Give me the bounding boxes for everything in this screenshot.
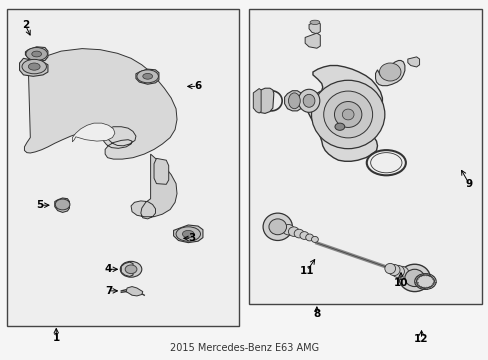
Text: 12: 12 xyxy=(413,334,428,344)
Text: 2: 2 xyxy=(22,20,29,30)
Ellipse shape xyxy=(416,275,433,288)
Polygon shape xyxy=(72,123,115,142)
Bar xyxy=(7,9,238,326)
Polygon shape xyxy=(407,57,419,67)
Polygon shape xyxy=(55,198,69,212)
Ellipse shape xyxy=(398,264,429,292)
Polygon shape xyxy=(154,158,168,184)
Ellipse shape xyxy=(137,70,158,83)
Ellipse shape xyxy=(370,153,401,173)
Polygon shape xyxy=(308,22,320,34)
Ellipse shape xyxy=(298,89,319,112)
Ellipse shape xyxy=(28,63,40,70)
Text: 4: 4 xyxy=(104,264,112,274)
Ellipse shape xyxy=(294,229,304,238)
Ellipse shape xyxy=(32,51,41,57)
Polygon shape xyxy=(253,89,261,113)
Ellipse shape xyxy=(268,219,286,235)
Ellipse shape xyxy=(22,59,46,74)
Ellipse shape xyxy=(342,109,353,120)
Text: 10: 10 xyxy=(393,278,407,288)
Polygon shape xyxy=(24,49,177,159)
Polygon shape xyxy=(375,60,404,86)
Ellipse shape xyxy=(311,237,318,242)
Ellipse shape xyxy=(384,264,395,274)
Ellipse shape xyxy=(120,261,142,277)
Ellipse shape xyxy=(379,63,400,81)
Polygon shape xyxy=(136,69,159,84)
Ellipse shape xyxy=(391,265,404,278)
Ellipse shape xyxy=(394,266,408,279)
Ellipse shape xyxy=(323,91,372,138)
Ellipse shape xyxy=(311,80,384,149)
Ellipse shape xyxy=(404,269,424,287)
Ellipse shape xyxy=(303,94,314,107)
Ellipse shape xyxy=(263,213,292,240)
Polygon shape xyxy=(121,262,133,276)
Polygon shape xyxy=(25,47,48,61)
Text: 5: 5 xyxy=(37,200,43,210)
Polygon shape xyxy=(126,287,142,296)
Ellipse shape xyxy=(55,199,70,210)
Ellipse shape xyxy=(142,73,152,79)
Ellipse shape xyxy=(334,102,361,127)
Text: 11: 11 xyxy=(299,266,314,276)
Ellipse shape xyxy=(309,20,319,24)
Ellipse shape xyxy=(299,231,308,239)
Text: 9: 9 xyxy=(465,179,472,189)
Polygon shape xyxy=(20,58,48,76)
Polygon shape xyxy=(131,154,177,219)
Polygon shape xyxy=(284,91,302,111)
Ellipse shape xyxy=(125,265,137,274)
Text: 2015 Mercedes-Benz E63 AMG: 2015 Mercedes-Benz E63 AMG xyxy=(170,343,318,353)
Text: 3: 3 xyxy=(188,233,195,243)
Text: 7: 7 xyxy=(104,286,112,296)
Polygon shape xyxy=(256,88,273,113)
Ellipse shape xyxy=(26,48,47,60)
Ellipse shape xyxy=(305,234,313,241)
Text: 6: 6 xyxy=(194,81,201,91)
Ellipse shape xyxy=(334,123,344,130)
Ellipse shape xyxy=(288,93,300,109)
Ellipse shape xyxy=(176,227,200,241)
Ellipse shape xyxy=(387,264,399,276)
Ellipse shape xyxy=(182,230,194,238)
Polygon shape xyxy=(305,33,320,48)
Polygon shape xyxy=(173,225,203,243)
Text: 8: 8 xyxy=(313,309,320,319)
Polygon shape xyxy=(307,66,382,161)
Ellipse shape xyxy=(282,225,294,235)
Text: 1: 1 xyxy=(53,333,60,343)
Ellipse shape xyxy=(288,227,299,237)
Bar xyxy=(249,9,481,304)
